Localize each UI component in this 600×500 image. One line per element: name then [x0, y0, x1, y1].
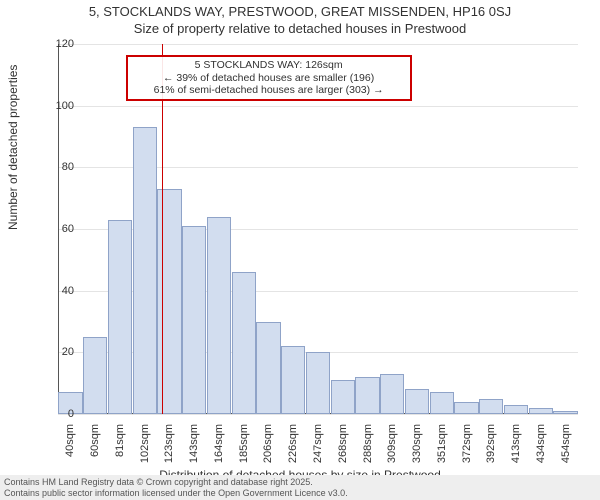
y-tick-label: 40: [44, 285, 74, 297]
x-tick-label: 226sqm: [287, 424, 299, 474]
histogram-bar: [207, 217, 231, 414]
gridline: [58, 106, 578, 107]
annotation-line: ← 39% of detached houses are smaller (19…: [134, 72, 404, 85]
footer-line-1: Contains HM Land Registry data © Crown c…: [4, 477, 596, 487]
x-tick-label: 434sqm: [535, 424, 547, 474]
histogram-bar: [133, 127, 157, 414]
x-tick-label: 413sqm: [510, 424, 522, 474]
histogram-bar: [380, 374, 404, 414]
y-tick-label: 80: [44, 161, 74, 173]
y-tick-label: 0: [44, 408, 74, 420]
x-tick-label: 143sqm: [188, 424, 200, 474]
histogram-bar: [553, 411, 577, 414]
x-tick-label: 206sqm: [262, 424, 274, 474]
footer-line-2: Contains public sector information licen…: [4, 488, 596, 498]
histogram-bar: [83, 337, 107, 414]
chart-title: 5, STOCKLANDS WAY, PRESTWOOD, GREAT MISS…: [0, 4, 600, 20]
histogram-bar: [331, 380, 355, 414]
x-tick-label: 454sqm: [560, 424, 572, 474]
y-tick-label: 100: [44, 100, 74, 112]
x-tick-label: 309sqm: [386, 424, 398, 474]
histogram-bar: [306, 352, 330, 414]
histogram-bar: [504, 405, 528, 414]
x-tick-label: 351sqm: [436, 424, 448, 474]
histogram-bar: [405, 389, 429, 414]
histogram-bar: [281, 346, 305, 414]
x-tick-label: 60sqm: [89, 424, 101, 474]
histogram-bar: [232, 272, 256, 414]
gridline: [58, 414, 578, 415]
x-tick-label: 372sqm: [461, 424, 473, 474]
histogram-bar: [256, 322, 280, 415]
plot-area: 5 STOCKLANDS WAY: 126sqm← 39% of detache…: [58, 44, 578, 414]
footer-attribution: Contains HM Land Registry data © Crown c…: [0, 475, 600, 500]
x-tick-label: 164sqm: [213, 424, 225, 474]
y-axis-label: Number of detached properties: [6, 65, 20, 230]
chart-subtitle: Size of property relative to detached ho…: [0, 21, 600, 37]
x-tick-label: 123sqm: [163, 424, 175, 474]
histogram-bar: [529, 408, 553, 414]
histogram-bar: [355, 377, 379, 414]
x-tick-label: 330sqm: [411, 424, 423, 474]
x-tick-label: 247sqm: [312, 424, 324, 474]
histogram-bar: [157, 189, 181, 414]
histogram-chart: 5, STOCKLANDS WAY, PRESTWOOD, GREAT MISS…: [0, 0, 600, 500]
y-tick-label: 60: [44, 223, 74, 235]
annotation-line: 61% of semi-detached houses are larger (…: [134, 84, 404, 97]
annotation-line: 5 STOCKLANDS WAY: 126sqm: [134, 59, 404, 72]
x-tick-label: 392sqm: [485, 424, 497, 474]
x-tick-label: 268sqm: [337, 424, 349, 474]
histogram-bar: [108, 220, 132, 414]
x-tick-label: 102sqm: [139, 424, 151, 474]
x-tick-label: 288sqm: [362, 424, 374, 474]
x-tick-label: 40sqm: [64, 424, 76, 474]
histogram-bar: [430, 392, 454, 414]
histogram-bar: [454, 402, 478, 414]
histogram-bar: [182, 226, 206, 414]
histogram-bar: [479, 399, 503, 414]
annotation-box: 5 STOCKLANDS WAY: 126sqm← 39% of detache…: [126, 55, 412, 101]
x-tick-label: 81sqm: [114, 424, 126, 474]
y-tick-label: 20: [44, 346, 74, 358]
gridline: [58, 44, 578, 45]
x-tick-label: 185sqm: [238, 424, 250, 474]
y-tick-label: 120: [44, 38, 74, 50]
